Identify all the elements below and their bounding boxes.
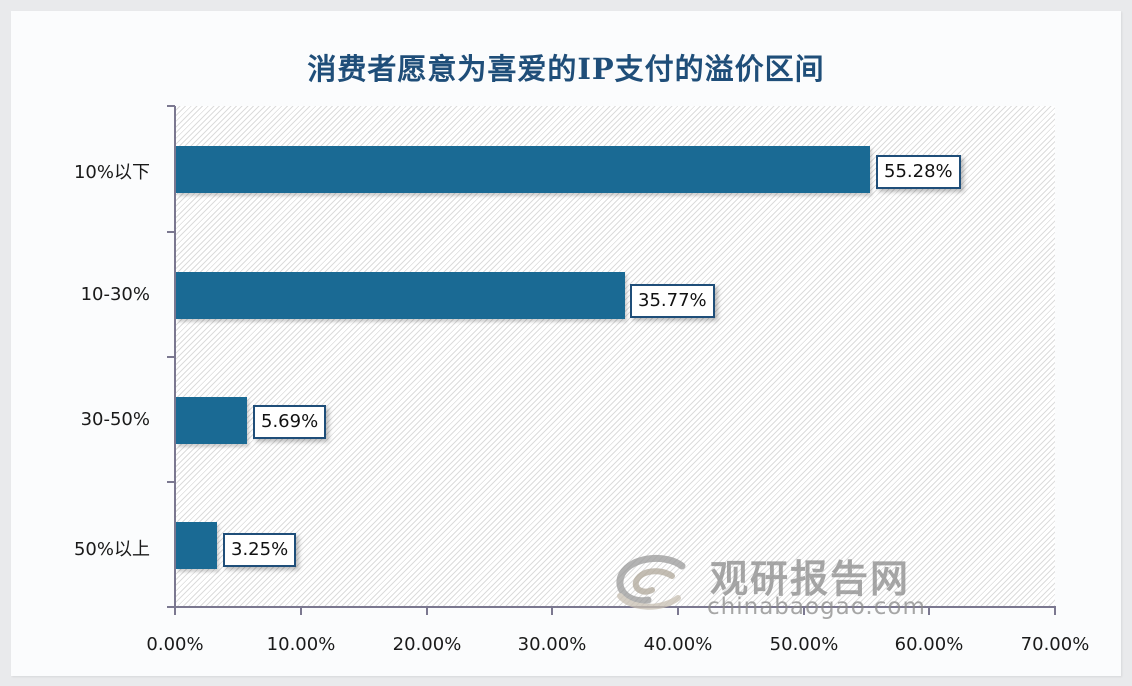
bar-30-50 xyxy=(176,397,247,444)
bar-10-30 xyxy=(176,272,625,319)
x-axis xyxy=(174,606,1056,608)
x-tick xyxy=(677,607,679,615)
value-label: 55.28% xyxy=(876,155,961,189)
x-tick-label: 20.00% xyxy=(392,634,462,655)
y-tick xyxy=(167,606,175,608)
x-tick xyxy=(426,607,428,615)
y-tick xyxy=(167,481,175,483)
x-tick-label: 30.00% xyxy=(517,634,587,655)
category-label: 30-50% xyxy=(80,409,150,430)
chart-title: 消费者愿意为喜爱的IP支付的溢价区间 xyxy=(307,52,825,86)
x-tick xyxy=(174,607,176,615)
value-label: 35.77% xyxy=(630,284,715,318)
x-tick-label: 70.00% xyxy=(1020,634,1090,655)
x-tick-label: 50.00% xyxy=(769,634,839,655)
x-tick xyxy=(1054,607,1056,615)
category-label: 10-30% xyxy=(80,284,150,305)
watermark-name: 观研报告网 xyxy=(710,557,911,601)
category-label: 10%以下 xyxy=(73,162,150,183)
x-tick-label: 10.00% xyxy=(266,634,336,655)
bar-50-above xyxy=(176,522,217,569)
x-tick xyxy=(803,607,805,615)
x-tick-label: 40.00% xyxy=(643,634,713,655)
value-label: 3.25% xyxy=(223,533,297,567)
x-tick xyxy=(300,607,302,615)
y-tick xyxy=(167,231,175,233)
bar-10-below xyxy=(176,146,870,193)
x-tick xyxy=(928,607,930,615)
value-label: 5.69% xyxy=(253,405,327,439)
y-tick xyxy=(167,105,175,107)
y-tick xyxy=(167,356,175,358)
y-axis xyxy=(174,106,176,608)
watermark-url: chinabaogao.com xyxy=(707,594,926,620)
category-label: 50%以上 xyxy=(73,539,150,560)
watermark-logo-icon xyxy=(616,554,686,610)
x-tick xyxy=(551,607,553,615)
x-tick-label: 60.00% xyxy=(894,634,964,655)
x-tick-label: 0.00% xyxy=(146,634,204,655)
